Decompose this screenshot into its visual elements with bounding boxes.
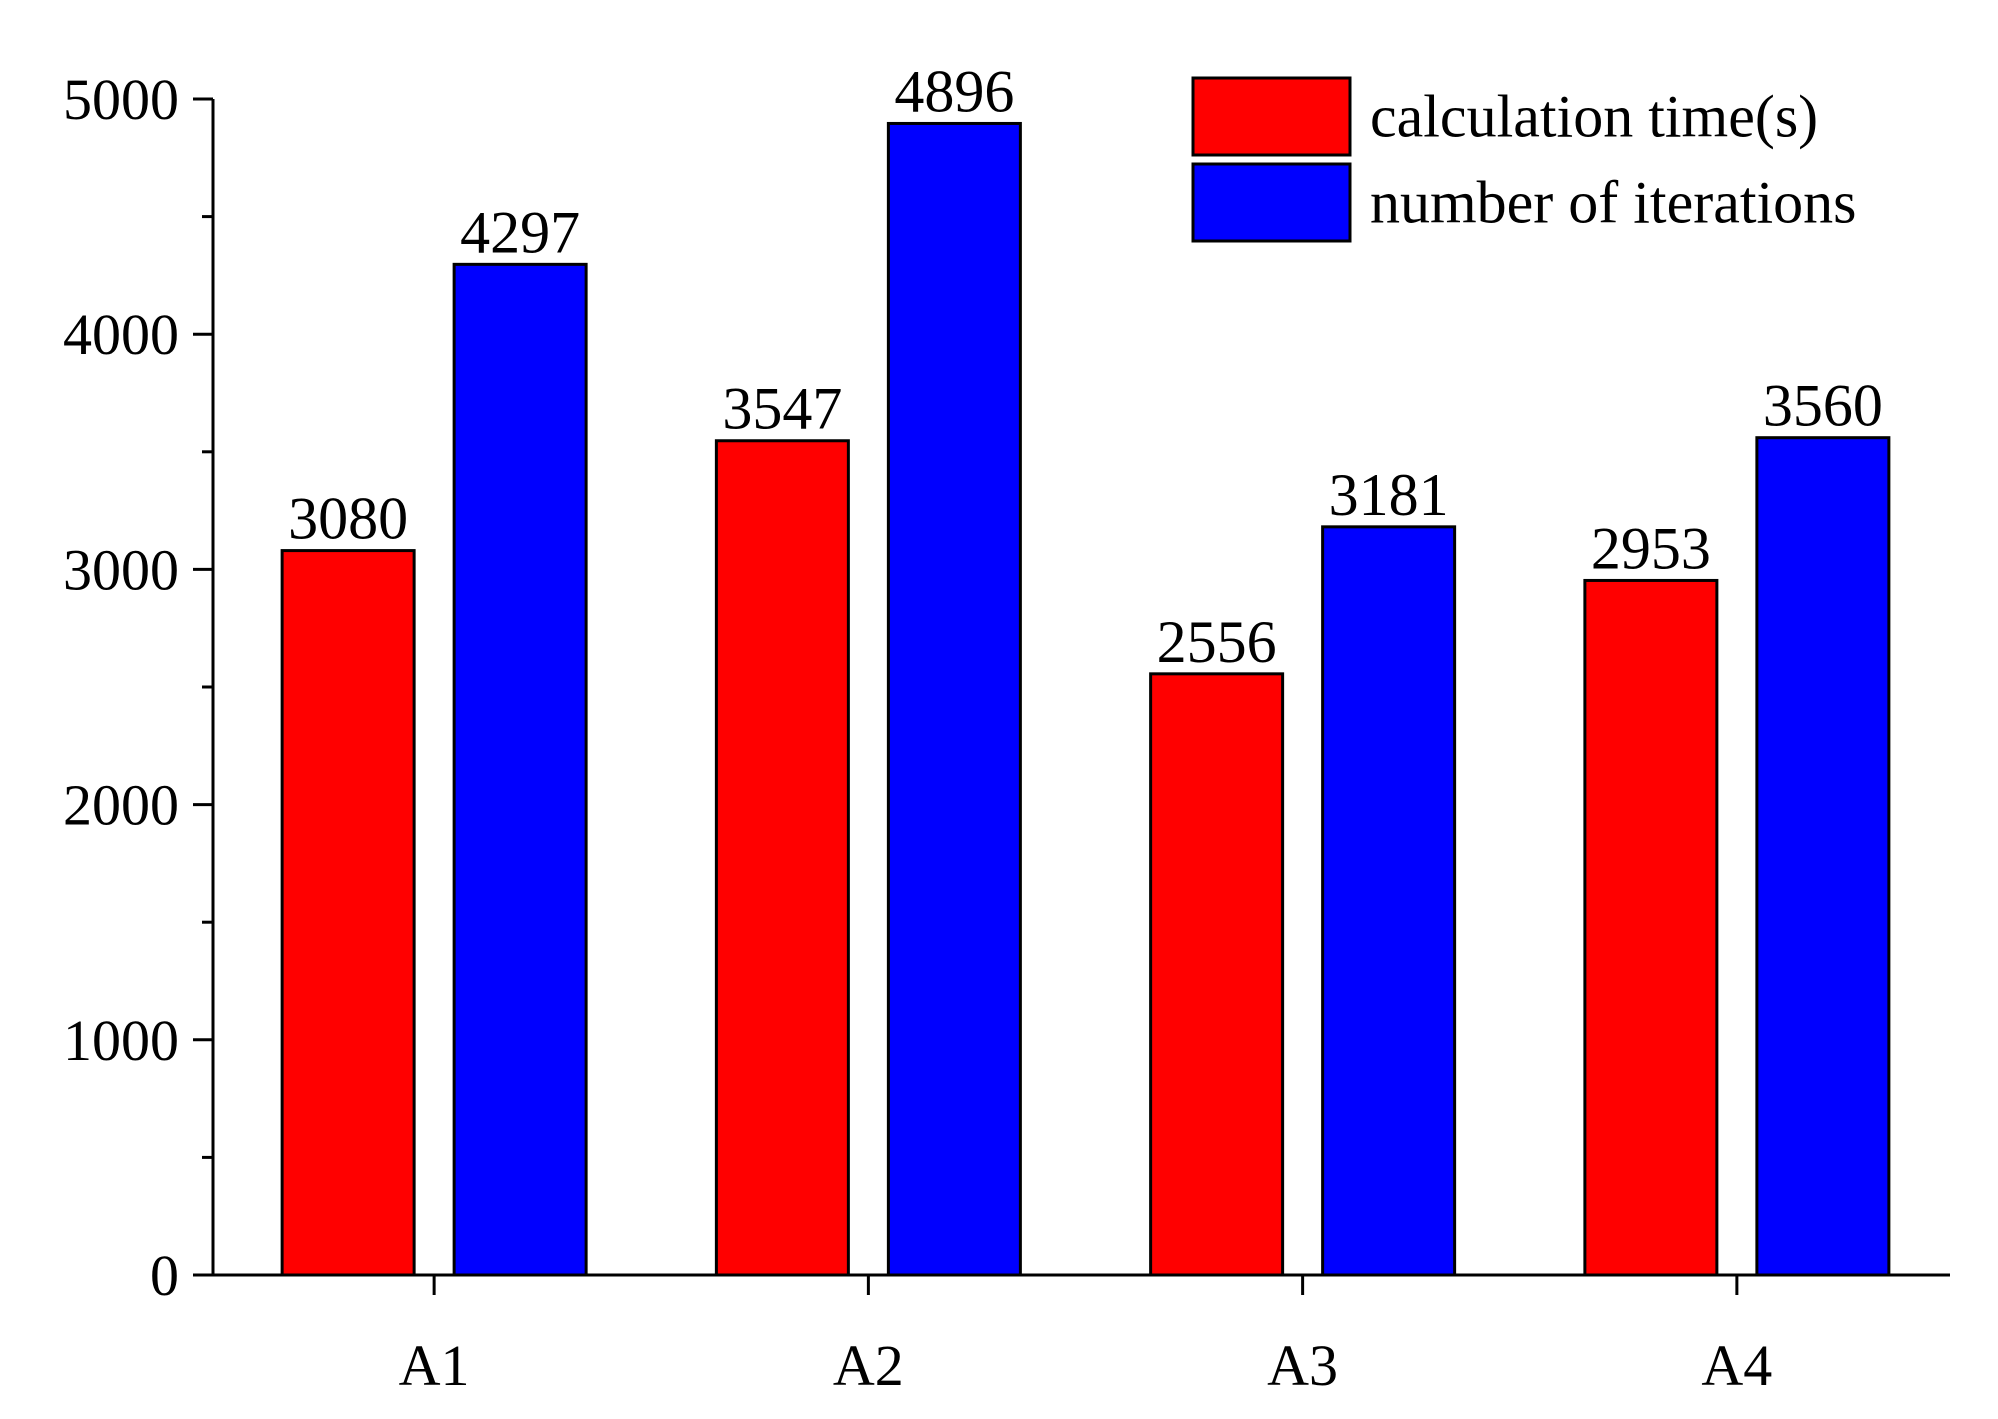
data-label: 3181 — [1329, 462, 1449, 528]
data-label: 4297 — [460, 199, 580, 265]
data-label: 2556 — [1157, 609, 1277, 675]
bar-a3-series-2 — [1321, 525, 1457, 1277]
data-label: 4896 — [894, 58, 1014, 124]
data-label: 3560 — [1763, 373, 1883, 439]
data-label: 3080 — [288, 486, 408, 552]
legend-label: calculation time(s) — [1370, 84, 1818, 150]
data-labels-layer: 3080 4297 3547 4896 2556 3181 2953 3560 — [288, 58, 1883, 674]
bar-a1-series-2 — [452, 262, 588, 1277]
bar-a1-series-1 — [280, 549, 416, 1277]
bar-a2-series-1 — [714, 439, 850, 1277]
bar-a3-series-1 — [1149, 672, 1285, 1277]
data-label: 3547 — [722, 376, 842, 442]
bar-a4-series-1 — [1583, 578, 1719, 1277]
y-tick-label: 1000 — [63, 1008, 179, 1073]
y-tick-label: 4000 — [63, 302, 179, 367]
x-category-label: A2 — [833, 1333, 904, 1398]
legend-label: number of iterations — [1370, 170, 1857, 236]
y-tick-label: 2000 — [63, 773, 179, 838]
x-category-label: A1 — [399, 1333, 470, 1398]
y-tick-label: 3000 — [63, 537, 179, 602]
x-axis-ticks: A1 A2 A3 A4 — [399, 1275, 1772, 1398]
y-axis-ticks: 0 1000 2000 3000 4000 5000 — [63, 67, 213, 1308]
bars-layer — [280, 121, 1891, 1277]
bar-a2-series-2 — [886, 121, 1022, 1277]
legend: calculation time(s) number of iterations — [1191, 76, 1857, 243]
y-tick-label: 0 — [150, 1243, 179, 1308]
x-category-label: A4 — [1701, 1333, 1772, 1398]
x-category-label: A3 — [1267, 1333, 1338, 1398]
bar-a4-series-2 — [1755, 436, 1891, 1277]
legend-swatch-series-2 — [1191, 162, 1352, 243]
data-label: 2953 — [1591, 515, 1711, 581]
legend-swatch-series-1 — [1191, 76, 1352, 157]
y-tick-label: 5000 — [63, 67, 179, 132]
